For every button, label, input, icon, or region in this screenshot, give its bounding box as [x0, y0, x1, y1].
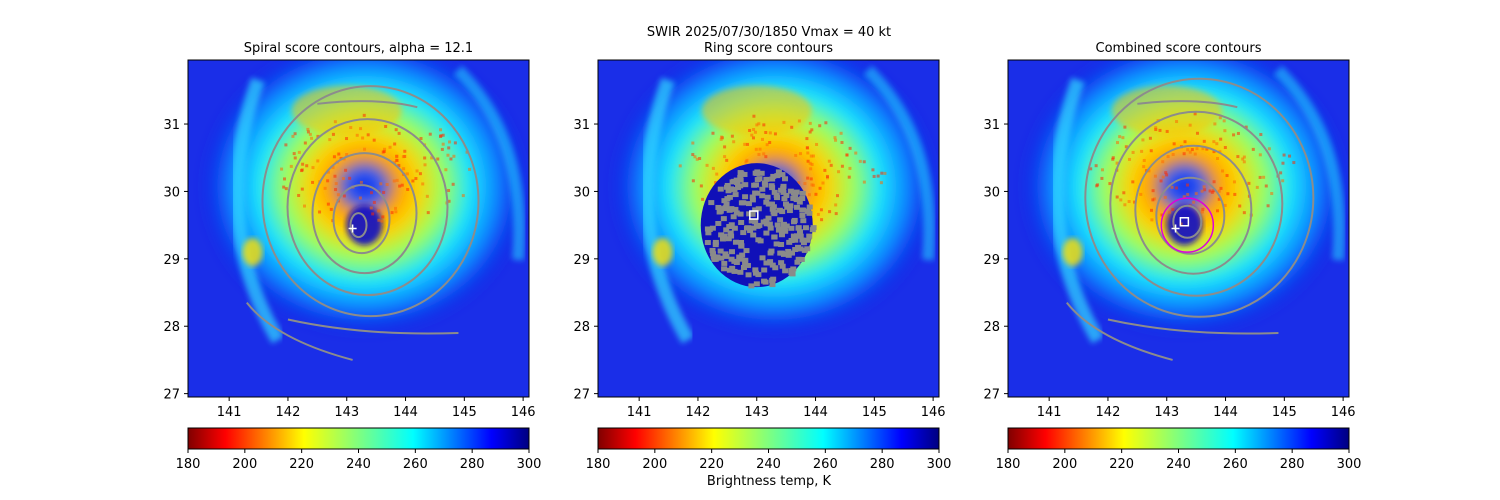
combined-circle [1160, 197, 1215, 253]
x-tick-label: 145 [1272, 405, 1297, 420]
colorbar-tick-label: 280 [1280, 457, 1305, 472]
x-tick-label: 142 [1096, 405, 1121, 420]
score-contours [1066, 77, 1315, 361]
x-tick-label: 146 [1331, 405, 1356, 420]
colorbar-tick-label: 220 [1109, 457, 1134, 472]
colorbar-tick-label: 300 [1337, 457, 1362, 472]
panel-1: Spiral score contours, alpha = 12.1 141 14… [163, 41, 542, 472]
colorbar-tick-label: 280 [460, 457, 485, 472]
figure-suptitle: SWIR 2025/07/30/1850 Vmax = 40 kt [647, 25, 891, 40]
panel-title: Ring score contours [704, 41, 833, 56]
brightness-temp-image [1008, 60, 1349, 397]
x-tick-label: 146 [511, 405, 536, 420]
y-tick-label: 27 [573, 388, 590, 403]
y-tick-label: 30 [163, 185, 180, 200]
colorbar-tick-label: 180 [996, 457, 1021, 472]
colorbar-label: Brightness temp, K [707, 474, 832, 489]
x-tick-label: 144 [1213, 405, 1238, 420]
ring-score-region [700, 163, 817, 289]
x-tick-label: 145 [862, 405, 887, 420]
colorbar-tick-label: 240 [1166, 457, 1191, 472]
y-tick-label: 31 [983, 118, 1000, 133]
x-tick-label: 142 [276, 405, 301, 420]
axes-frame [597, 59, 940, 398]
y-tick-label: 31 [163, 118, 180, 133]
colorbar-tick-label: 260 [1223, 457, 1248, 472]
colorbar-tick-label: 240 [756, 457, 781, 472]
center-square-marker [1179, 217, 1190, 227]
y-tick-label: 29 [983, 253, 1000, 268]
colorbar-tick-label: 180 [586, 457, 611, 472]
colorbar-tick-label: 200 [642, 457, 667, 472]
panel-2: Ring score contours 141 142 143 144 145 146 27 2… [573, 41, 952, 472]
colorbar-tick-label: 180 [176, 457, 201, 472]
axes-frame [187, 59, 530, 398]
x-tick-label: 144 [803, 405, 828, 420]
axes-frame [1007, 59, 1350, 398]
colorbar-tick-label: 260 [403, 457, 428, 472]
panel-3: Combined score contours 141 142 143 144 145 14… [983, 41, 1362, 472]
colorbar-tick-label: 240 [346, 457, 371, 472]
x-tick-label: 141 [627, 405, 652, 420]
y-tick-label: 29 [163, 253, 180, 268]
center-plus-marker [348, 224, 357, 233]
y-tick-label: 28 [983, 320, 1000, 335]
x-tick-label: 146 [921, 405, 946, 420]
x-tick-label: 141 [217, 405, 242, 420]
y-tick-label: 28 [573, 320, 590, 335]
colorbar [597, 427, 940, 450]
y-tick-label: 31 [573, 118, 590, 133]
y-tick-label: 27 [163, 388, 180, 403]
colorbar-tick-label: 300 [927, 457, 952, 472]
y-tick-label: 29 [573, 253, 590, 268]
x-tick-label: 141 [1037, 405, 1062, 420]
colorbar-tick-label: 260 [813, 457, 838, 472]
y-tick-label: 30 [983, 185, 1000, 200]
secondary-plus-marker [1171, 224, 1180, 233]
center-square-marker [749, 210, 759, 220]
y-tick-label: 27 [983, 388, 1000, 403]
colorbar-tick-label: 300 [517, 457, 542, 472]
x-tick-label: 143 [1154, 405, 1179, 420]
x-tick-label: 145 [452, 405, 477, 420]
colorbar-tick-label: 220 [699, 457, 724, 472]
colorbar [1007, 427, 1350, 450]
panel-title: Combined score contours [1096, 41, 1262, 56]
x-tick-label: 144 [393, 405, 418, 420]
x-tick-label: 143 [334, 405, 359, 420]
y-tick-label: 28 [163, 320, 180, 335]
x-tick-label: 142 [686, 405, 711, 420]
colorbar-tick-label: 200 [1052, 457, 1077, 472]
colorbar-tick-label: 280 [870, 457, 895, 472]
colorbar-tick-label: 200 [232, 457, 257, 472]
colorbar [187, 427, 530, 450]
score-contours [246, 85, 480, 361]
y-tick-label: 30 [573, 185, 590, 200]
x-tick-label: 143 [744, 405, 769, 420]
panel-title: Spiral score contours, alpha = 12.1 [244, 41, 473, 56]
colorbar-tick-label: 220 [289, 457, 314, 472]
